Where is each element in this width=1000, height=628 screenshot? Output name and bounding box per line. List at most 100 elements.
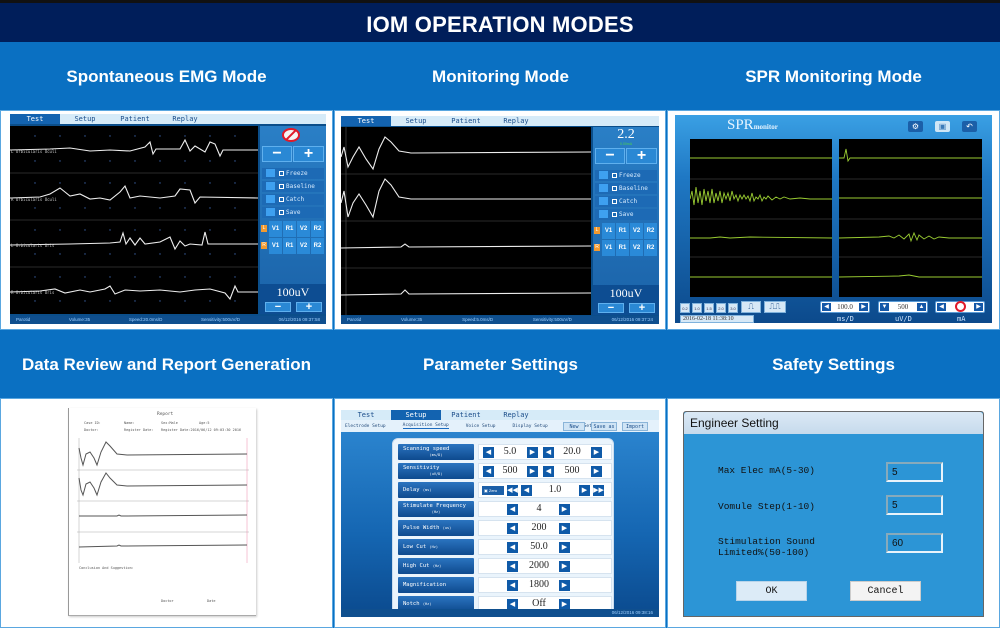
tab-setup[interactable]: Setup [405, 117, 427, 125]
pulse-train-icon[interactable]: ⎍⎍ [764, 301, 786, 313]
channel-v2-left[interactable]: V2 [297, 221, 310, 237]
increase-icon[interactable]: ▶ [559, 504, 570, 515]
channel-v2-right[interactable]: V2 [630, 240, 643, 256]
rate-button-2.0[interactable]: 2.0 [716, 303, 726, 313]
decrease-icon[interactable]: ◀ [543, 447, 554, 458]
camera-icon[interactable]: ▣ [935, 121, 950, 132]
freeze-option[interactable]: Freeze [262, 168, 324, 179]
arrow-down-icon[interactable]: ▼ [880, 303, 889, 311]
current-stepper[interactable]: ◀ ▶ [935, 301, 985, 313]
channel-v2-left[interactable]: V2 [630, 223, 643, 239]
tab-replay[interactable]: Replay [503, 117, 529, 125]
catch-event-option[interactable]: Catch event [595, 196, 657, 216]
save-as-button[interactable]: Save as [591, 422, 617, 431]
channel-r1-right[interactable]: R1 [283, 238, 296, 254]
tab-setup[interactable]: Setup [74, 115, 96, 123]
increase-icon[interactable]: ▶ [591, 466, 602, 477]
increase-icon[interactable]: ▶ [579, 485, 590, 496]
increase-icon[interactable]: ▶ [559, 542, 570, 553]
baseline-checkbox[interactable] [279, 184, 284, 189]
channel-r1-right[interactable]: R1 [616, 240, 629, 256]
sensitivity-decrease-button[interactable]: − [265, 302, 291, 313]
decrease-icon[interactable]: ◀ [507, 580, 518, 591]
save-option[interactable]: Save [595, 209, 657, 220]
tab-test[interactable]: Test [341, 116, 391, 126]
tab-patient[interactable]: Patient [120, 115, 150, 123]
arrow-left-icon[interactable]: ◀ [822, 303, 831, 311]
rate-button-0.2[interactable]: 0.2 [680, 303, 690, 313]
baseline-option[interactable]: Baseline [262, 181, 324, 192]
decrease-icon[interactable]: ◀ [483, 447, 494, 458]
increase-button[interactable]: + [293, 146, 324, 162]
decrease-icon[interactable]: ◀ [507, 504, 518, 515]
tab-test[interactable]: Test [357, 411, 375, 419]
stim-increase-button[interactable]: + [626, 148, 657, 164]
baseline-option[interactable]: Baseline [595, 183, 657, 194]
channel-v2-right[interactable]: V2 [297, 238, 310, 254]
settings-icon[interactable]: ⚙ [908, 121, 923, 132]
save-checkbox[interactable] [612, 212, 617, 217]
freeze-option[interactable]: Freeze [595, 170, 657, 181]
sensitivity-stepper[interactable]: ▼ 500 ▲ [878, 301, 928, 313]
decrease-icon[interactable]: ◀ [507, 542, 518, 553]
channel-v1-left[interactable]: V1 [602, 223, 615, 239]
sound-limit-input[interactable]: 60 [886, 533, 943, 553]
decrease-icon[interactable]: ◀ [507, 561, 518, 572]
increase-icon[interactable]: ▶ [559, 599, 570, 610]
channel-r2-left[interactable]: R2 [311, 221, 324, 237]
channel-v1-right[interactable]: V1 [602, 240, 615, 256]
fast-forward-icon[interactable]: ▶▶ [593, 485, 604, 496]
sensitivity-decrease-button[interactable]: − [598, 303, 624, 314]
tab-replay[interactable]: Replay [172, 115, 198, 123]
channel-r2-right[interactable]: R2 [644, 240, 657, 256]
channel-r1-left[interactable]: R1 [283, 221, 296, 237]
cancel-button[interactable]: Cancel [850, 581, 921, 601]
subtab-electrode-setup[interactable]: Electrode Setup [345, 423, 386, 429]
channel-v1-right[interactable]: V1 [269, 238, 282, 254]
increase-icon[interactable]: ▶ [591, 447, 602, 458]
rate-button-1.0[interactable]: 1.0 [692, 303, 702, 313]
subtab-voice-setup[interactable]: Voice Setup [465, 423, 496, 429]
back-icon[interactable]: ↶ [962, 121, 977, 132]
volume-step-input[interactable]: 5 [886, 495, 943, 515]
baseline-checkbox[interactable] [612, 186, 617, 191]
arrow-right-icon[interactable]: ▶ [974, 303, 983, 311]
channel-r2-left[interactable]: R2 [644, 223, 657, 239]
subtab-display-setup[interactable]: Display Setup [512, 423, 548, 429]
arrow-right-icon[interactable]: ▶ [859, 303, 868, 311]
fast-rewind-icon[interactable]: ◀◀ [507, 485, 518, 496]
sensitivity-increase-button[interactable]: + [629, 303, 655, 314]
channel-r1-left[interactable]: R1 [616, 223, 629, 239]
decrease-icon[interactable]: ◀ [507, 599, 518, 610]
sensitivity-increase-button[interactable]: + [296, 302, 322, 313]
increase-icon[interactable]: ▶ [559, 580, 570, 591]
catch-event-checkbox[interactable] [279, 197, 284, 202]
decrease-icon[interactable]: ◀ [521, 485, 532, 496]
stim-decrease-button[interactable]: − [595, 148, 625, 164]
subtab-acquisition-setup[interactable]: Acquisition Setup [402, 423, 449, 429]
rate-button-1.5[interactable]: 1.5 [704, 303, 714, 313]
arrow-left-icon[interactable]: ◀ [937, 303, 946, 311]
tab-replay[interactable]: Replay [503, 411, 529, 419]
decrease-icon[interactable]: ◀ [507, 523, 518, 534]
decrease-button[interactable]: − [262, 146, 292, 162]
zero-checkbox[interactable]: ▣ Zero [482, 486, 504, 495]
time-base-stepper[interactable]: ◀ 100.0 ▶ [820, 301, 870, 313]
increase-icon[interactable]: ▶ [527, 466, 538, 477]
channel-r2-right[interactable]: R2 [311, 238, 324, 254]
channel-v1-left[interactable]: V1 [269, 221, 282, 237]
tab-patient[interactable]: Patient [451, 117, 481, 125]
catch-event-option[interactable]: Catch event [262, 194, 324, 214]
single-pulse-icon[interactable]: ⎍ [741, 301, 761, 313]
mute-icon[interactable] [282, 128, 300, 142]
tab-setup[interactable]: Setup [391, 410, 441, 420]
decrease-icon[interactable]: ◀ [543, 466, 554, 477]
import-button[interactable]: Import [622, 422, 648, 431]
freeze-checkbox[interactable] [612, 173, 617, 178]
increase-icon[interactable]: ▶ [559, 561, 570, 572]
max-elec-input[interactable]: 5 [886, 462, 943, 482]
arrow-up-icon[interactable]: ▲ [917, 303, 926, 311]
freeze-checkbox[interactable] [279, 171, 284, 176]
ok-button[interactable]: OK [736, 581, 807, 601]
increase-icon[interactable]: ▶ [527, 447, 538, 458]
